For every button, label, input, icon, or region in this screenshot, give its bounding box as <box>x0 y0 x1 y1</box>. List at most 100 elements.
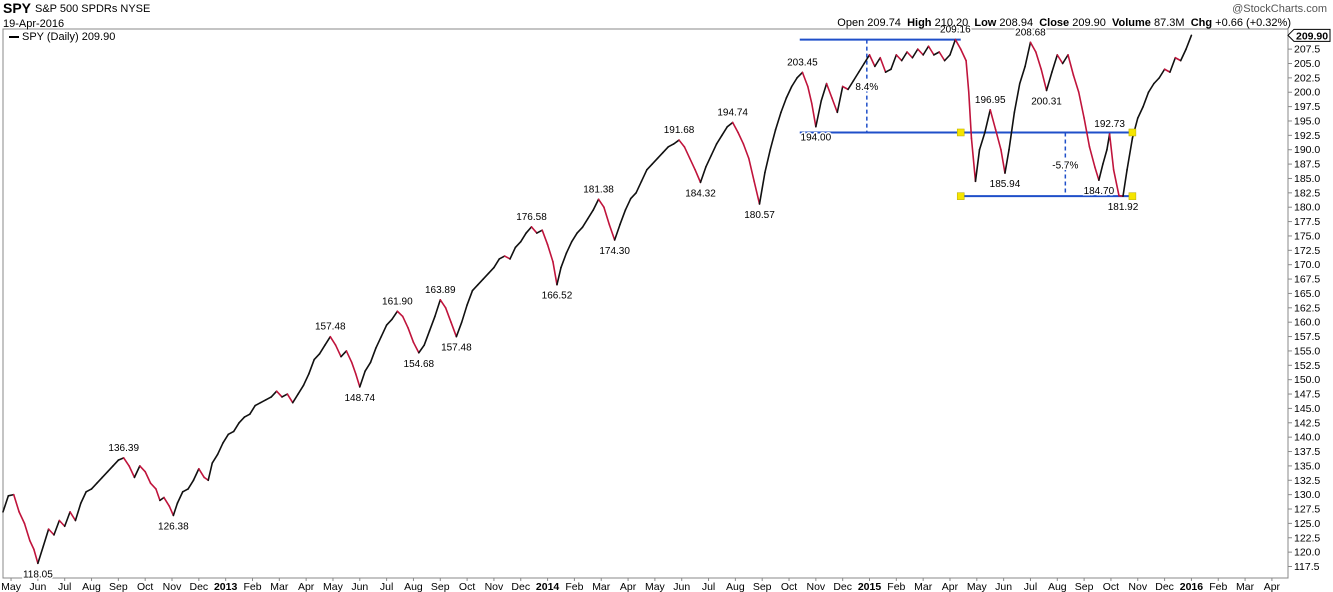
price-segment <box>747 157 755 183</box>
price-segment <box>144 470 152 484</box>
price-segment <box>1045 71 1053 92</box>
x-tick-label: Dec <box>833 581 852 592</box>
price-segment <box>270 390 278 398</box>
open-value: 209.74 <box>867 17 901 29</box>
price-segment <box>128 465 136 479</box>
price-label: 209.16 <box>939 23 973 37</box>
price-segment <box>149 482 157 490</box>
price-label-text: 184.70 <box>1084 186 1115 197</box>
price-segment <box>133 465 141 479</box>
legend-swatch <box>9 36 19 39</box>
price-segment <box>324 335 332 346</box>
x-tick-label: Jun <box>995 581 1012 592</box>
x-tick-label: Oct <box>781 581 797 592</box>
y-tick-label: 172.5 <box>1294 245 1320 257</box>
y-tick-label: 160.0 <box>1294 317 1320 329</box>
price-segment <box>498 255 506 260</box>
x-tick-label: Feb <box>887 581 905 592</box>
price-segment <box>1098 163 1104 181</box>
price-segment <box>334 344 342 358</box>
price-segment <box>155 488 161 502</box>
price-segment <box>265 396 273 401</box>
price-segment <box>198 467 206 479</box>
price-label: 196.95 <box>973 93 1007 107</box>
price-segment <box>943 54 951 62</box>
price-label: 191.68 <box>662 124 696 138</box>
y-tick-label: 170.0 <box>1294 259 1320 271</box>
price-label-text: 208.68 <box>1015 27 1046 38</box>
y-tick-label: 165.0 <box>1294 288 1320 300</box>
price-label-text: 157.48 <box>315 322 346 333</box>
price-segment <box>37 545 45 565</box>
price-segment <box>1008 111 1016 151</box>
price-segment <box>1072 74 1080 94</box>
x-tick-label: Feb <box>243 581 261 592</box>
price-segment <box>811 102 817 128</box>
price-label-text: 136.39 <box>108 443 139 454</box>
price-segment <box>460 304 468 323</box>
price-label-text: 181.38 <box>583 184 614 195</box>
price-segment <box>911 48 919 59</box>
price-segment <box>603 206 611 226</box>
price-segment <box>922 45 930 56</box>
x-tick-label: Sep <box>1075 581 1094 592</box>
price-segment <box>678 139 686 148</box>
price-label-text: 209.16 <box>940 25 971 36</box>
volume-value: 87.3M <box>1154 17 1185 29</box>
price-segment <box>927 45 935 56</box>
price-segment <box>23 522 31 542</box>
price-segment <box>967 91 973 140</box>
price-segment <box>906 51 914 59</box>
price-segment <box>841 85 849 91</box>
price-segment <box>222 433 230 444</box>
price-segment <box>785 85 793 99</box>
price-segment <box>101 470 109 479</box>
price-segment <box>825 82 833 99</box>
x-tick-label: Jun <box>29 581 46 592</box>
price-segment <box>656 151 664 160</box>
price-segment <box>868 54 876 68</box>
x-tick-label: Feb <box>1209 581 1227 592</box>
price-segment <box>493 258 501 269</box>
price-label: 181.38 <box>582 183 616 197</box>
price-segment <box>949 38 957 56</box>
y-tick-label: 140.0 <box>1294 432 1320 444</box>
price-label: 163.89 <box>423 283 457 297</box>
price-segment <box>635 180 643 194</box>
price-segment <box>938 51 946 62</box>
price-segment <box>742 143 750 160</box>
price-segment <box>471 284 479 292</box>
change-label: Chg <box>1190 17 1213 29</box>
price-segment <box>780 97 788 114</box>
x-tick-label: Mar <box>270 581 289 592</box>
price-segment <box>1088 146 1096 168</box>
price-label: 184.32 <box>684 187 718 201</box>
price-segment <box>375 335 383 349</box>
price-segment <box>560 252 568 269</box>
x-tick-label: Apr <box>942 581 959 592</box>
price-label: 154.68 <box>402 357 436 371</box>
price-label: 176.58 <box>515 210 549 224</box>
price-segment <box>1169 56 1177 73</box>
price-segment <box>291 393 299 404</box>
price-segment <box>308 358 315 375</box>
y-tick-label: 142.5 <box>1294 417 1320 429</box>
price-segment <box>350 361 357 375</box>
price-segment <box>503 255 511 260</box>
price-segment <box>694 169 702 184</box>
price-segment <box>423 330 431 346</box>
price-segment <box>688 157 696 171</box>
price-segment <box>159 496 165 502</box>
price-segment <box>33 548 39 565</box>
price-label: 166.52 <box>540 289 574 303</box>
x-tick-label: Jul <box>702 581 715 592</box>
price-segment <box>354 373 361 388</box>
last-price-tag <box>1287 28 1331 42</box>
price-segment <box>345 350 353 364</box>
y-tick-label: 147.5 <box>1294 389 1320 401</box>
x-tick-label: Oct <box>137 581 153 592</box>
price-segment <box>884 68 892 73</box>
y-tick-label: 132.5 <box>1294 475 1320 487</box>
y-tick-label: 207.5 <box>1294 44 1320 56</box>
y-tick-label: 202.5 <box>1294 72 1320 84</box>
